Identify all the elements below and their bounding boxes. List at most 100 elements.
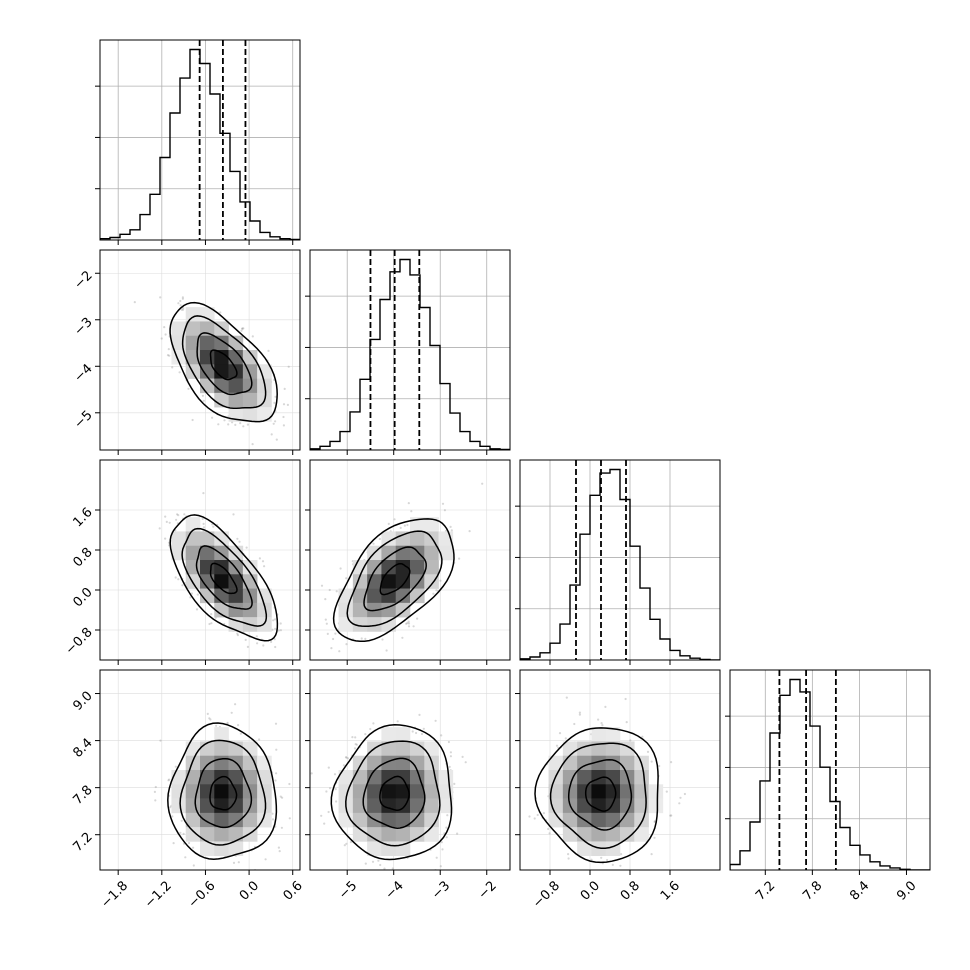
scatter-point <box>320 814 323 817</box>
scatter-point <box>405 622 408 625</box>
density-cell <box>605 827 621 842</box>
density-cell <box>367 770 382 785</box>
scatter-point <box>184 856 187 859</box>
scatter-point <box>445 836 448 839</box>
scatter-point <box>288 817 291 820</box>
scatter-point <box>353 747 357 750</box>
scatter-point <box>171 815 174 818</box>
scatter-point <box>377 859 380 862</box>
scatter-point <box>406 523 409 527</box>
scatter-point <box>232 861 236 865</box>
density-cell <box>438 545 454 561</box>
scatter-point <box>346 757 350 760</box>
density-cell <box>242 407 258 422</box>
density-cell <box>242 392 258 408</box>
scatter-point <box>236 634 239 637</box>
scatter-point <box>320 584 324 587</box>
scatter-point <box>548 832 551 835</box>
scatter-point <box>182 308 185 311</box>
panel-1-1 <box>310 250 510 450</box>
scatter-point <box>601 724 604 727</box>
scatter-point <box>230 711 233 714</box>
density-cell <box>548 812 564 828</box>
scatter-point <box>334 788 337 791</box>
contour-3-0-1 <box>194 757 253 829</box>
density-cell <box>228 378 244 394</box>
scatter-point <box>167 779 170 782</box>
y-tick-label-3-3: 9.0 <box>70 689 95 714</box>
density-cell <box>577 755 592 771</box>
density-cell <box>577 841 592 857</box>
scatter-point <box>629 739 632 742</box>
density-cell <box>410 560 425 575</box>
density-cell <box>214 727 229 742</box>
scatter-point <box>209 718 212 721</box>
scatter-point <box>345 577 348 580</box>
scatter-point <box>274 722 278 725</box>
density-cell <box>200 770 215 785</box>
x-tick-label-2-2: 0.8 <box>618 878 643 903</box>
density-cell <box>214 378 229 394</box>
density-cell <box>381 545 397 561</box>
density-cell <box>562 755 578 771</box>
scatter-point <box>241 327 244 330</box>
density-cell <box>185 755 201 771</box>
density-cell <box>367 755 382 771</box>
density-cell <box>242 812 258 828</box>
density-cell <box>591 755 607 771</box>
panel-frame-3-2 <box>519 669 721 871</box>
scatter-point <box>555 744 559 747</box>
scatter-point <box>274 627 277 630</box>
scatter-point <box>279 622 282 625</box>
histogram-3 <box>730 678 930 870</box>
scatter-point <box>263 565 266 568</box>
panel-frame-1-1 <box>309 249 511 451</box>
scatter-point <box>189 596 192 599</box>
scatter-point <box>324 618 327 621</box>
scatter-point <box>282 415 285 419</box>
scatter-point <box>351 736 354 739</box>
density-cell <box>367 588 382 604</box>
density-cell <box>410 741 425 757</box>
density-cell <box>200 560 215 575</box>
scatter-point <box>330 647 333 650</box>
contour-3-0-2 <box>179 739 267 846</box>
density-cell <box>424 545 439 561</box>
scatter-point <box>169 806 172 809</box>
density-cell <box>242 378 258 394</box>
density-cell <box>228 335 244 351</box>
density-cell <box>591 784 607 799</box>
scatter-point <box>179 304 182 307</box>
density-cell <box>242 350 258 365</box>
scatter-point <box>167 348 170 351</box>
density-cell <box>605 770 621 785</box>
scatter-point <box>275 438 278 441</box>
scatter-point <box>160 337 163 340</box>
contour-2-1-1 <box>363 546 427 612</box>
scatter-point <box>364 862 367 865</box>
scatter-point <box>215 724 218 727</box>
density-cell <box>228 798 244 814</box>
density-cell <box>200 335 215 351</box>
scatter-point <box>449 755 452 758</box>
density-cell <box>367 841 382 857</box>
density-cell <box>257 364 272 379</box>
scatter-point <box>329 787 332 790</box>
scatter-point <box>183 513 186 516</box>
panel-frame-0-0 <box>99 39 301 241</box>
density-cell <box>257 784 272 799</box>
scatter-point <box>327 766 330 769</box>
scatter-point <box>335 590 338 593</box>
scatter-point <box>334 632 337 635</box>
density-cell <box>228 602 244 618</box>
scatter-point <box>192 864 195 867</box>
density-cell <box>200 378 215 394</box>
density-cell <box>424 784 439 799</box>
scatter-point <box>239 422 242 425</box>
density-cell <box>185 827 201 842</box>
scatter-point <box>164 537 167 540</box>
scatter-point <box>670 814 673 817</box>
density-cell <box>338 617 354 632</box>
contour-1-0-2 <box>181 315 267 410</box>
